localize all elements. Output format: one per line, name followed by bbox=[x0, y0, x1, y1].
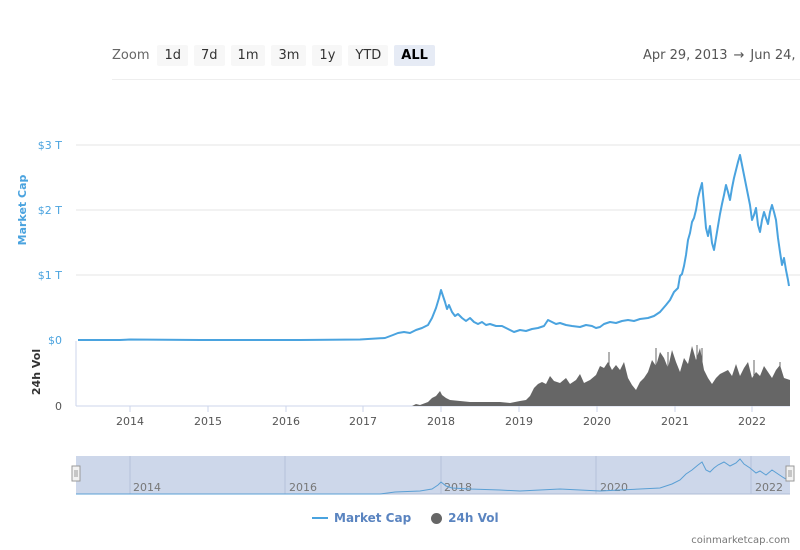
navigator-tick: 2022 bbox=[755, 481, 783, 494]
volume-spikes bbox=[608, 345, 781, 406]
x-tick: 2019 bbox=[505, 415, 533, 428]
navigator[interactable]: 2014 2016 2018 2020 2022 bbox=[71, 456, 795, 495]
x-tick: 2015 bbox=[194, 415, 222, 428]
navigator-handle-left[interactable] bbox=[71, 465, 81, 482]
x-tick: 2014 bbox=[116, 415, 144, 428]
zoom-label: Zoom bbox=[112, 48, 150, 63]
x-tick: 2017 bbox=[349, 415, 377, 428]
x-tick: 2022 bbox=[738, 415, 766, 428]
volume-bars bbox=[412, 346, 790, 406]
market-cap-line bbox=[78, 154, 790, 341]
x-axis-labels: 2014 2015 2016 2017 2018 2019 2020 2021 … bbox=[116, 415, 766, 428]
market-cap-axis-title: Market Cap bbox=[16, 175, 29, 246]
zoom-all-button[interactable]: ALL bbox=[394, 45, 435, 66]
zoom-1m-button[interactable]: 1m bbox=[230, 45, 266, 66]
zoom-7d-button[interactable]: 7d bbox=[194, 45, 225, 66]
zoom-1d-button[interactable]: 1d bbox=[157, 45, 189, 66]
zoom-toolbar: Zoom 1d 7d 1m 3m 1y YTD ALL bbox=[112, 45, 435, 66]
legend-item-volume[interactable]: 24h Vol bbox=[431, 511, 499, 525]
line-icon bbox=[312, 517, 328, 519]
range-from[interactable]: Apr 29, 2013 bbox=[643, 48, 728, 63]
market-cap-y-axis: $3 T $2 T $1 T $0 bbox=[38, 139, 62, 347]
x-ticks bbox=[129, 406, 753, 412]
navigator-tick: 2014 bbox=[133, 481, 161, 494]
y-tick: $0 bbox=[48, 334, 62, 347]
legend-item-market-cap[interactable]: Market Cap bbox=[312, 511, 411, 525]
zoom-ytd-button[interactable]: YTD bbox=[348, 45, 389, 66]
date-range: Apr 29, 2013 → Jun 24, 2 bbox=[643, 48, 800, 63]
navigator-tick: 2020 bbox=[600, 481, 628, 494]
volume-axis-title: 24h Vol bbox=[30, 349, 43, 395]
range-arrow: → bbox=[733, 48, 745, 63]
credit-link[interactable]: coinmarketcap.com bbox=[691, 535, 790, 546]
y-tick: $3 T bbox=[38, 139, 62, 152]
navigator-tick: 2018 bbox=[444, 481, 472, 494]
legend-label: Market Cap bbox=[334, 511, 412, 525]
navigator-handle-right[interactable] bbox=[785, 465, 795, 482]
x-tick: 2020 bbox=[583, 415, 611, 428]
circle-icon bbox=[431, 512, 443, 524]
legend: Market Cap 24h Vol bbox=[312, 511, 499, 525]
x-tick: 2018 bbox=[427, 415, 455, 428]
navigator-series-line bbox=[76, 458, 789, 495]
volume-y-tick: 0 bbox=[55, 400, 62, 413]
gridlines bbox=[76, 144, 800, 276]
zoom-1y-button[interactable]: 1y bbox=[312, 45, 343, 66]
legend-label: 24h Vol bbox=[448, 511, 499, 525]
y-tick: $1 T bbox=[38, 269, 62, 282]
x-tick: 2021 bbox=[661, 415, 689, 428]
toolbar-divider bbox=[112, 79, 800, 80]
y-tick: $2 T bbox=[38, 204, 62, 217]
navigator-selection[interactable] bbox=[76, 456, 790, 494]
navigator-tick: 2016 bbox=[289, 481, 317, 494]
zoom-3m-button[interactable]: 3m bbox=[271, 45, 307, 66]
navigator-grid bbox=[129, 456, 752, 494]
range-to[interactable]: Jun 24, 2 bbox=[750, 48, 800, 63]
x-tick: 2016 bbox=[272, 415, 300, 428]
navigator-labels: 2014 2016 2018 2020 2022 bbox=[133, 481, 783, 494]
